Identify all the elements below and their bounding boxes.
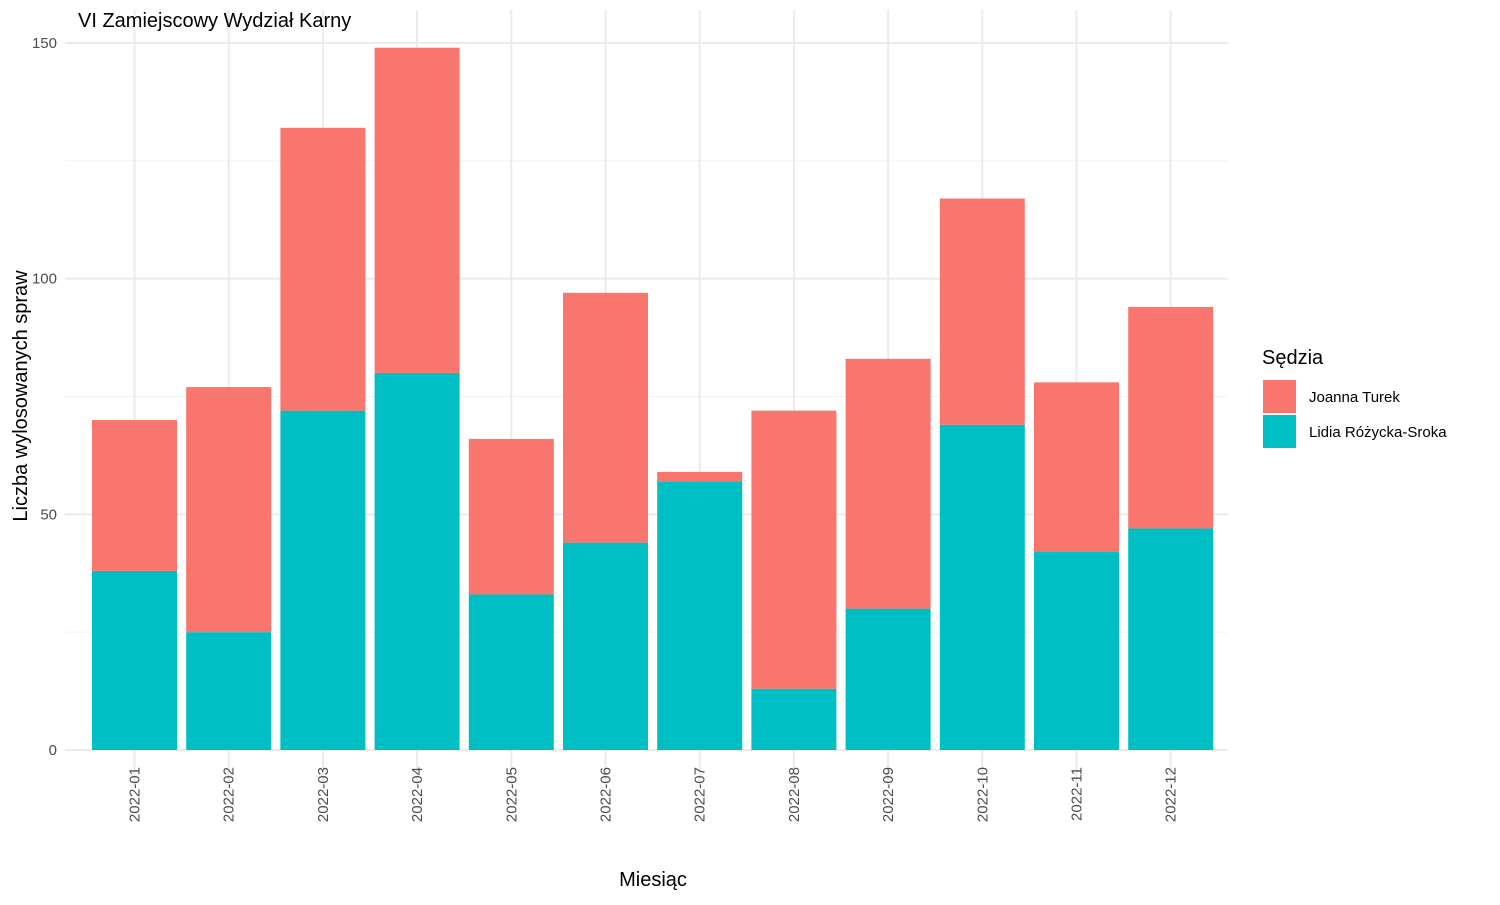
bar-segment bbox=[186, 387, 272, 633]
bar-segment bbox=[657, 481, 743, 750]
bar-segment bbox=[92, 570, 177, 750]
bar-segment bbox=[845, 358, 931, 609]
x-tick-label: 2022-09 bbox=[880, 767, 897, 822]
x-tick-label: 2022-08 bbox=[786, 767, 803, 822]
legend-title: Sędzia bbox=[1262, 347, 1324, 369]
x-tick-label: 2022-01 bbox=[127, 767, 144, 822]
y-tick-label: 100 bbox=[32, 271, 57, 288]
bar-segment bbox=[939, 424, 1025, 750]
y-tick-label: 50 bbox=[40, 506, 57, 523]
x-axis-title: Miesiąc bbox=[619, 869, 687, 891]
bar-segment bbox=[751, 688, 837, 750]
bars bbox=[92, 47, 1214, 750]
bar-segment bbox=[468, 594, 554, 750]
bar-segment bbox=[280, 410, 366, 750]
bar-segment bbox=[939, 198, 1025, 425]
legend: Sędzia Joanna Turek Lidia Różycka-Sroka bbox=[1262, 347, 1447, 448]
y-axis-title: Liczba wylosowanych spraw bbox=[10, 270, 32, 522]
bar-segment bbox=[92, 420, 177, 571]
x-tick-label: 2022-11 bbox=[1069, 767, 1086, 821]
legend-swatch bbox=[1263, 380, 1296, 413]
y-tick-labels: 0 50 100 150 bbox=[32, 35, 57, 759]
y-tick-label: 0 bbox=[49, 742, 57, 759]
legend-label: Joanna Turek bbox=[1309, 389, 1400, 406]
bar-segment bbox=[1128, 528, 1214, 750]
bar-segment bbox=[1034, 382, 1119, 553]
bar-segment bbox=[563, 292, 648, 543]
bar-segment bbox=[280, 127, 366, 411]
bar-segment bbox=[563, 542, 648, 750]
x-tick-label: 2022-04 bbox=[409, 767, 426, 822]
x-tick-label: 2022-03 bbox=[315, 767, 332, 822]
y-tick-label: 150 bbox=[32, 35, 57, 52]
bar-segment bbox=[186, 632, 272, 750]
legend-swatch bbox=[1263, 415, 1296, 448]
x-tick-label: 2022-10 bbox=[974, 767, 991, 822]
bar-segment bbox=[374, 372, 460, 750]
bar-segment bbox=[374, 47, 460, 373]
bar-segment bbox=[751, 410, 837, 689]
x-tick-label: 2022-02 bbox=[221, 767, 238, 822]
bar-segment bbox=[468, 438, 554, 595]
x-tick-label: 2022-06 bbox=[598, 767, 615, 822]
bar-segment bbox=[657, 471, 743, 482]
x-tick-label: 2022-07 bbox=[692, 767, 709, 822]
bar-segment bbox=[1128, 306, 1214, 529]
bar-segment bbox=[845, 608, 931, 750]
x-tick-label: 2022-05 bbox=[503, 767, 520, 822]
x-tick-labels: 2022-01 2022-02 2022-03 2022-04 2022-05 2022-… bbox=[127, 767, 1180, 822]
x-tick-label: 2022-12 bbox=[1163, 767, 1180, 822]
legend-label: Lidia Różycka-Sroka bbox=[1309, 424, 1447, 441]
chart-title: VI Zamiejscowy Wydział Karny bbox=[78, 10, 351, 32]
bar-segment bbox=[1034, 552, 1119, 750]
